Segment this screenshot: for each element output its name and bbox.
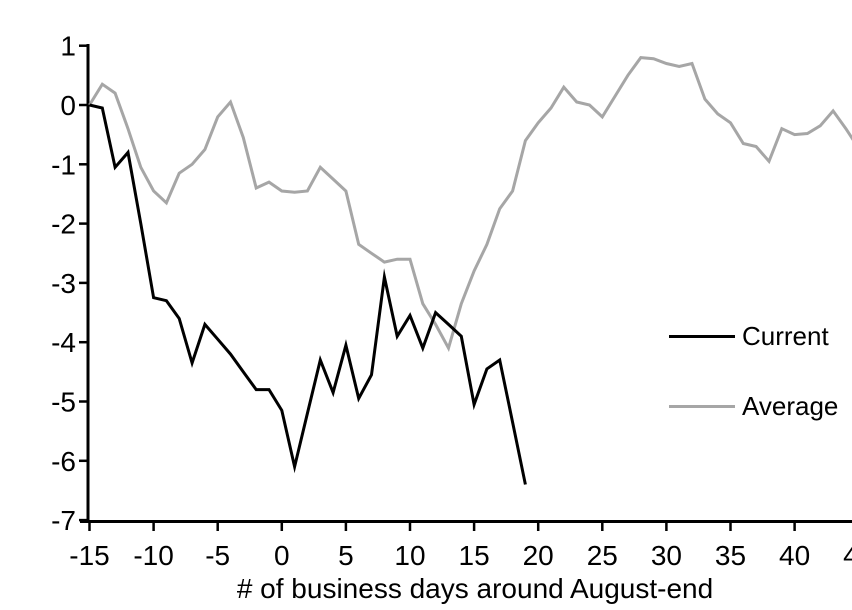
- chart: -15-10-505101520253035404510-1-2-3-4-5-6…: [40, 16, 812, 578]
- x-tick-label: 15: [459, 540, 490, 571]
- x-tick-label: -10: [133, 540, 173, 571]
- legend-label-current: Current: [742, 321, 829, 351]
- series-line-average: [90, 58, 852, 349]
- y-tick-label: -2: [51, 209, 76, 240]
- legend-line-average-swatch: [669, 405, 735, 408]
- legend-line-current-swatch: [669, 335, 735, 338]
- y-tick-label: -3: [51, 268, 76, 299]
- plot-area: -15-10-505101520253035404510-1-2-3-4-5-6…: [40, 16, 852, 610]
- legend-label-average: Average: [742, 391, 838, 421]
- legend: Current Average: [669, 321, 838, 461]
- series-line-current: [90, 105, 526, 485]
- y-tick-label: 1: [60, 31, 76, 62]
- x-tick-label: 10: [394, 540, 425, 571]
- x-tick-label: 45: [843, 540, 852, 571]
- legend-item-average: Average: [669, 391, 838, 421]
- x-axis-label: # of business days around August-end: [84, 574, 852, 604]
- x-tick-label: 25: [587, 540, 618, 571]
- y-tick-label: 0: [60, 90, 76, 121]
- y-tick-label: -5: [51, 387, 76, 418]
- x-tick-label: 35: [715, 540, 746, 571]
- x-tick-label: 5: [338, 540, 354, 571]
- legend-item-current: Current: [669, 321, 838, 351]
- x-tick-label: -5: [205, 540, 230, 571]
- x-tick-label: 40: [779, 540, 810, 571]
- x-tick-label: -15: [69, 540, 109, 571]
- y-tick-label: -4: [51, 327, 76, 358]
- x-tick-label: 20: [523, 540, 554, 571]
- y-tick-label: -7: [51, 505, 76, 536]
- y-tick-label: -1: [51, 149, 76, 180]
- x-tick-label: 0: [274, 540, 290, 571]
- y-tick-label: -6: [51, 446, 76, 477]
- x-tick-label: 30: [651, 540, 682, 571]
